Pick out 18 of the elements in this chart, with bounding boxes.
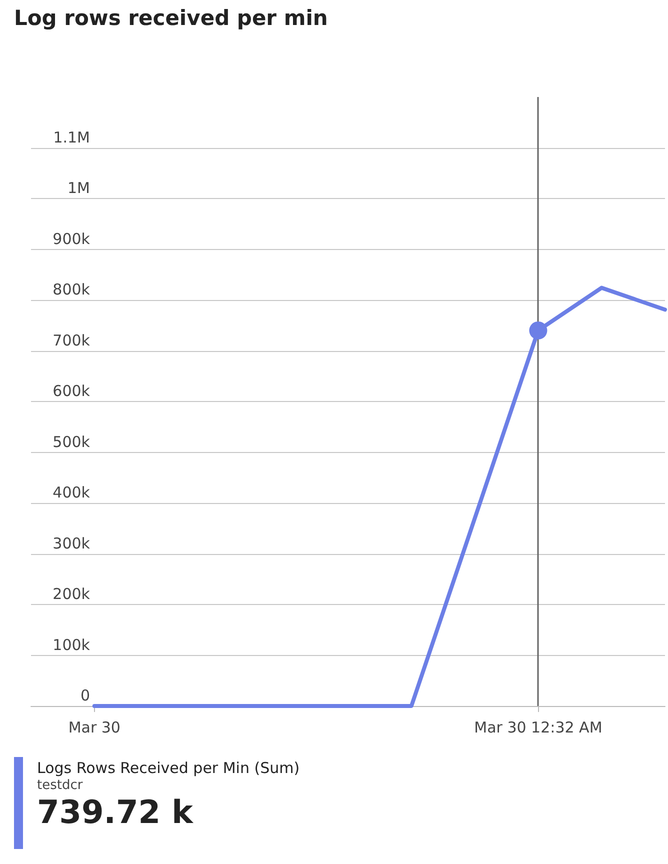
y-tick-label: 500k bbox=[52, 432, 90, 451]
y-tick-label: 700k bbox=[52, 331, 90, 350]
text: 739.72 k bbox=[37, 793, 194, 831]
y-tick-label: 100k bbox=[52, 636, 90, 654]
y-tick-label: 0 bbox=[80, 686, 90, 704]
x-tick-label: Mar 30 bbox=[68, 718, 120, 736]
text: Logs Rows Received per Min (Sum) bbox=[37, 759, 300, 777]
text: testdcr bbox=[37, 778, 84, 793]
y-tick-label: 400k bbox=[52, 484, 90, 502]
chart-title: Log rows received per min bbox=[14, 6, 328, 30]
y-tick-label: 600k bbox=[52, 382, 90, 400]
y-tick-label: 800k bbox=[52, 280, 90, 298]
y-tick-label: 900k bbox=[52, 230, 90, 248]
y-tick-label: 200k bbox=[52, 585, 90, 603]
x-tick-label: Mar 30 12:32 AM bbox=[474, 718, 602, 736]
y-tick-label: 1M bbox=[68, 179, 90, 197]
y-tick-label: 1.1M bbox=[53, 128, 90, 146]
y-tick-label: 300k bbox=[52, 534, 90, 552]
